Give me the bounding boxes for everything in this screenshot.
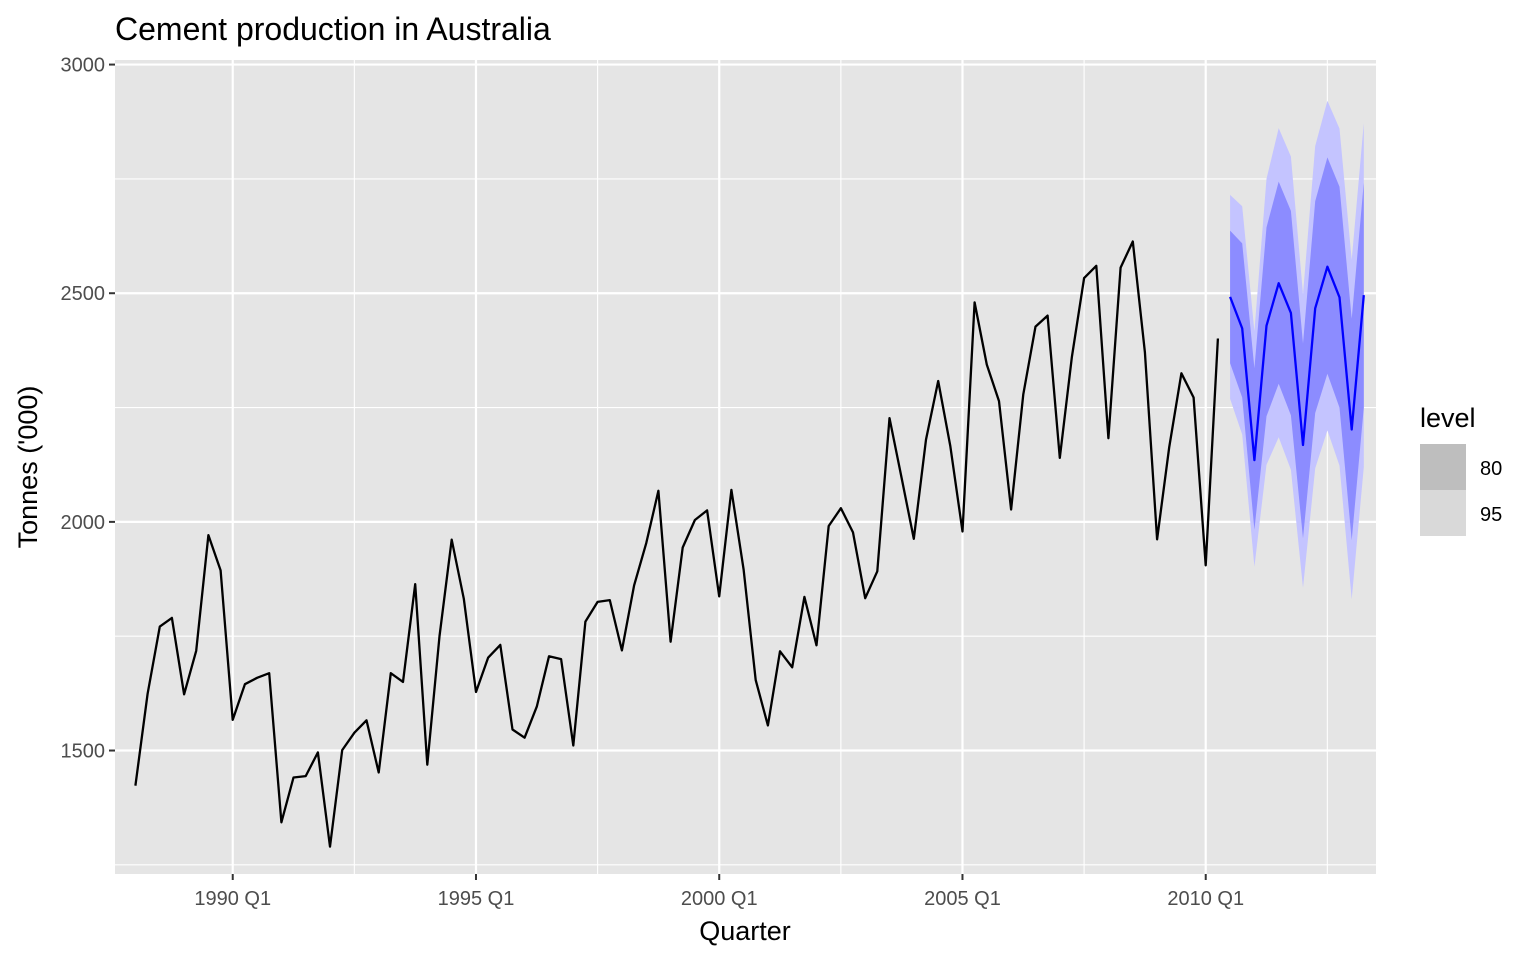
legend-title: level: [1420, 403, 1476, 433]
minor-gridlines: [115, 60, 1376, 874]
x-axis-title: Quarter: [699, 916, 791, 946]
band-80: [1230, 157, 1364, 541]
chart-title: Cement production in Australia: [115, 11, 551, 47]
legend-label-95: 95: [1480, 504, 1502, 526]
y-tick-label: 1500: [61, 741, 106, 763]
x-tick-label: 2000 Q1: [681, 888, 758, 910]
series-lines: [134, 240, 1365, 848]
major-gridlines: [115, 60, 1376, 874]
legend-key-95: [1420, 490, 1466, 536]
x-tick-label: 2010 Q1: [1167, 888, 1244, 910]
history-line: [134, 240, 1220, 848]
y-tick-label: 3000: [61, 55, 106, 77]
x-tick-label: 1995 Q1: [438, 888, 515, 910]
x-tick-label: 2005 Q1: [924, 888, 1001, 910]
x-axis: 1990 Q1 1995 Q1 2000 Q1 2005 Q1 2010 Q1: [194, 874, 1244, 910]
legend: level 80 95: [1420, 403, 1502, 536]
y-tick-label: 2000: [61, 512, 106, 534]
forecast-line: [1229, 265, 1365, 462]
x-tick-label: 1990 Q1: [194, 888, 271, 910]
legend-key-80: [1420, 444, 1466, 490]
y-axis-title: Tonnes ('000): [13, 386, 43, 549]
legend-label-80: 80: [1480, 458, 1502, 480]
plot-panel: [115, 60, 1376, 874]
y-axis: 1500 2000 2500 3000: [61, 55, 115, 763]
forecast-intervals: [1230, 100, 1364, 600]
y-tick-label: 2500: [61, 283, 106, 305]
